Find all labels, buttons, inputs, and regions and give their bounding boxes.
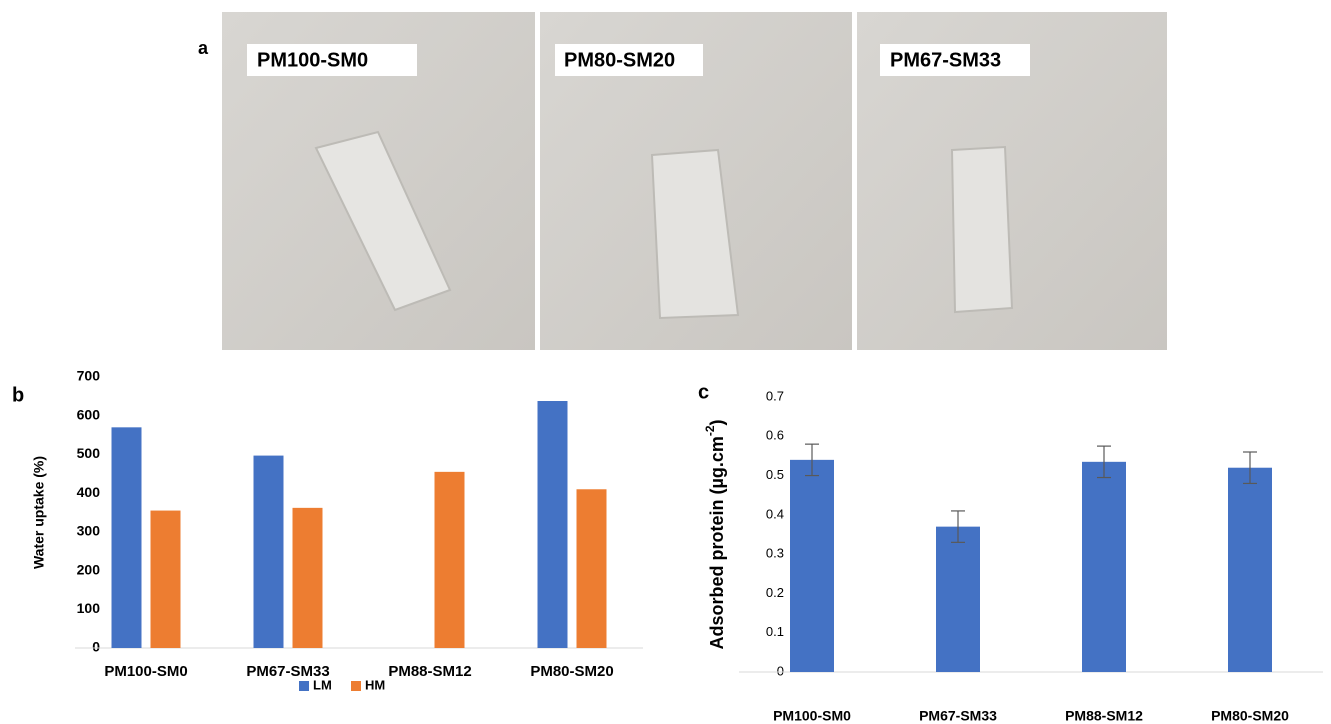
photo-caption: PM80-SM20	[564, 49, 675, 71]
panel-label: b	[12, 384, 24, 406]
legend-label: HM	[365, 677, 385, 692]
y-tick-label: 0.2	[766, 585, 784, 600]
bar	[790, 460, 834, 672]
y-axis-label: Adsorbed protein (µg.cm-2)	[703, 419, 727, 649]
x-tick-label: PM88-SM12	[388, 663, 471, 680]
y-tick-label: 0	[777, 663, 784, 678]
photo-caption: PM100-SM0	[257, 49, 368, 71]
y-tick-label: 700	[77, 368, 101, 384]
bar	[1228, 468, 1272, 672]
legend-swatch	[351, 681, 361, 691]
y-tick-label: 0.5	[766, 467, 784, 482]
legend-label: LM	[313, 677, 332, 692]
y-tick-label: 0.3	[766, 546, 784, 561]
y-tick-label: 0.7	[766, 388, 784, 403]
y-axis-label: Water uptake (%)	[31, 456, 47, 569]
page: {"photo_panel": {"label": "a", "captions…	[0, 0, 1331, 724]
y-tick-label: 600	[77, 406, 101, 422]
y-axis-label-part: -2	[703, 425, 717, 436]
y-tick-label: 100	[77, 600, 101, 616]
bar	[538, 401, 568, 648]
bar	[1082, 462, 1126, 672]
legend-swatch	[299, 681, 309, 691]
chart: c Adsorbed protein (µg.cm-2) 0 0.1 0.2 0.3 0.4…	[698, 381, 1323, 723]
x-tick-label: PM80-SM20	[1211, 708, 1289, 724]
bar	[112, 427, 142, 648]
y-axis-label-part: Adsorbed protein (µg.cm	[707, 436, 727, 649]
y-tick-label: 400	[77, 484, 101, 500]
film-sample	[952, 147, 1012, 312]
y-tick-label: 0.1	[766, 624, 784, 639]
x-tick-label: PM88-SM12	[1065, 708, 1143, 724]
bar	[577, 489, 607, 648]
photo-panel: PM100-SM0 PM80-SM20 PM67-SM33 a	[198, 12, 1167, 350]
panel-label: c	[698, 381, 709, 403]
x-tick-label: PM100-SM0	[104, 663, 187, 680]
x-tick-label: PM100-SM0	[773, 708, 851, 724]
figure: PM100-SM0 PM80-SM20 PM67-SM33 a b Water u…	[0, 0, 1331, 724]
y-tick-label: 0.6	[766, 428, 784, 443]
bar	[254, 456, 284, 648]
chart: b Water uptake (%) 0 100 200 300 400 500 600 700 P…	[12, 368, 643, 693]
photo-caption: PM67-SM33	[890, 49, 1001, 71]
y-tick-label: 0	[92, 639, 100, 655]
y-tick-label: 500	[77, 445, 101, 461]
y-tick-label: 300	[77, 523, 101, 539]
x-tick-label: PM80-SM20	[530, 663, 613, 680]
y-tick-label: 0.4	[766, 506, 784, 521]
bar	[293, 508, 323, 648]
bar	[936, 527, 980, 672]
panel-label: a	[198, 38, 209, 58]
y-axis-label-part: )	[707, 419, 727, 425]
y-tick-label: 200	[77, 561, 101, 577]
bar	[151, 511, 181, 648]
x-tick-label: PM67-SM33	[919, 708, 997, 724]
bar	[435, 472, 465, 648]
